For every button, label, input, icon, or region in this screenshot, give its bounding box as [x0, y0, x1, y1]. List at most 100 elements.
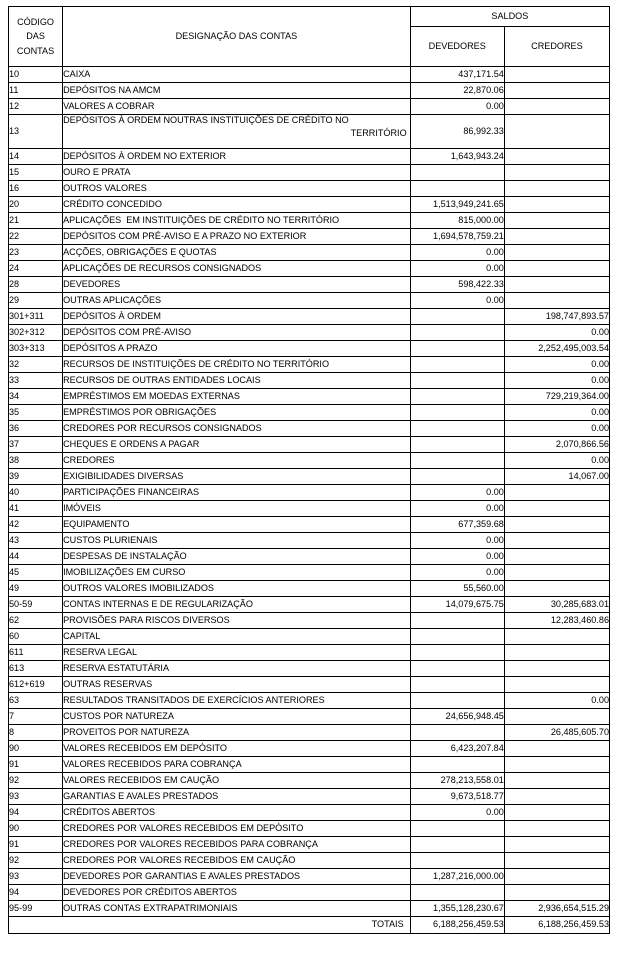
table-row: 34 EMPRÉSTIMOS EM MOEDAS EXTERNAS 729,219,… — [7, 388, 611, 405]
debit-amount — [409, 340, 505, 357]
table-row: 612+619 OUTRAS RESERVAS — [7, 676, 611, 693]
debit-amount — [409, 612, 505, 629]
account-code: 24 — [7, 260, 64, 277]
credit-amount — [503, 804, 611, 821]
account-code: 13 — [7, 114, 64, 149]
table-row: 20 CRÉDITO CONCEDIDO 1,513,949,241.65 — [7, 196, 611, 213]
account-code: 93 — [7, 868, 64, 885]
credit-amount — [503, 740, 611, 757]
table-footer: TOTAIS 6,188,256,459.53 6,188,256,459.53 — [8, 916, 611, 934]
account-code: 94 — [7, 804, 64, 821]
account-code: 37 — [7, 436, 64, 453]
account-description: ACÇÕES, OBRIGAÇÕES E QUOTAS — [62, 244, 411, 261]
table-row: 90 CREDORES POR VALORES RECEBIDOS EM DEPÓ… — [7, 820, 611, 837]
credit-amount: 0.00 — [503, 692, 611, 709]
debit-amount — [409, 644, 505, 661]
credit-amount — [503, 66, 611, 83]
debit-amount: 1,355,128,230.67 — [409, 900, 505, 917]
account-code: 15 — [7, 164, 64, 181]
debit-amount: 86,992.33 — [409, 114, 505, 149]
table-row: 22 DEPÓSITOS COM PRÉ-AVISO E A PRAZO NO E… — [7, 228, 611, 245]
account-description: VALORES RECEBIDOS EM DEPÓSITO — [62, 740, 411, 757]
account-code: 93 — [7, 788, 64, 805]
credit-amount — [503, 868, 611, 885]
credit-amount: 0.00 — [503, 324, 611, 341]
account-description: CAPITAL — [62, 628, 411, 645]
debit-amount — [409, 676, 505, 693]
table-row: 37 CHEQUES E ORDENS A PAGAR 2,070,866.56 — [7, 436, 611, 453]
account-code: 49 — [7, 580, 64, 597]
credit-amount — [503, 564, 611, 581]
credit-amount — [503, 180, 611, 197]
header-credores-column: CREDORES — [503, 26, 611, 67]
account-code: 38 — [7, 452, 64, 469]
account-description: CONTAS INTERNAS E DE REGULARIZAÇÃO — [62, 596, 411, 613]
credit-amount — [503, 260, 611, 277]
account-description: DEVEDORES — [62, 276, 411, 293]
credit-amount: 729,219,364.00 — [503, 388, 611, 405]
account-description: CRÉDITO CONCEDIDO — [62, 196, 411, 213]
table-row: 35 EMPRÉSTIMOS POR OBRIGAÇÕES 0.00 — [7, 404, 611, 421]
debit-amount: 0.00 — [409, 564, 505, 581]
debit-amount: 278,213,558.01 — [409, 772, 505, 789]
account-description: DEVEDORES POR CRÉDITOS ABERTOS — [62, 884, 411, 901]
account-description: IMOBILIZAÇÕES EM CURSO — [62, 564, 411, 581]
debit-amount: 677,359.68 — [409, 516, 505, 533]
credit-amount: 14,067.00 — [503, 468, 611, 485]
table-row: 11 DEPÓSITOS NA AMCM 22,870.06 — [7, 82, 611, 99]
debit-amount: 1,694,578,759.21 — [409, 228, 505, 245]
debit-amount: 0.00 — [409, 500, 505, 517]
account-code: 92 — [7, 772, 64, 789]
credit-amount — [503, 196, 611, 213]
table-row: 29 OUTRAS APLICAÇÕES 0.00 — [7, 292, 611, 309]
table-row: 39 EXIGIBILIDADES DIVERSAS 14,067.00 — [7, 468, 611, 485]
header-code-line3: CONTAS — [16, 45, 55, 56]
credit-amount — [503, 852, 611, 869]
header-description-column: DESIGNAÇÃO DAS CONTAS — [62, 6, 411, 67]
debit-amount — [409, 372, 505, 389]
account-description: DEPÓSITOS COM PRÉ-AVISO — [62, 324, 411, 341]
account-description: OUTRAS CONTAS EXTRAPATRIMONIAIS — [62, 900, 411, 917]
debit-amount: 55,560.00 — [409, 580, 505, 597]
table-row: 302+312 DEPÓSITOS COM PRÉ-AVISO 0.00 — [7, 324, 611, 341]
debit-amount: 598,422.33 — [409, 276, 505, 293]
account-code: 303+313 — [7, 340, 64, 357]
account-code: 60 — [7, 628, 64, 645]
table-row: 13 DEPÓSITOS À ORDEM NOUTRAS INSTITUIÇÕES… — [7, 114, 611, 149]
account-code: 611 — [7, 644, 64, 661]
account-code: 41 — [7, 500, 64, 517]
table-row: 93 DEVEDORES POR GARANTIAS E AVALES PREST… — [7, 868, 611, 885]
account-description: OUTROS VALORES — [62, 180, 411, 197]
account-description: EMPRÉSTIMOS EM MOEDAS EXTERNAS — [62, 388, 411, 405]
account-code: 62 — [7, 612, 64, 629]
table-row: 21 APLICAÇÕES EM INSTITUIÇÕES DE CRÉDITO … — [7, 212, 611, 229]
debit-amount — [409, 180, 505, 197]
account-description: EQUIPAMENTO — [62, 516, 411, 533]
account-description: RECURSOS DE INSTITUIÇÕES DE CRÉDITO NO T… — [62, 356, 411, 373]
credit-amount: 30,285,683.01 — [503, 596, 611, 613]
credit-amount — [503, 292, 611, 309]
table-row: 63 RESULTADOS TRANSITADOS DE EXERCÍCIOS A… — [7, 692, 611, 709]
account-description: OUTROS VALORES IMOBILIZADOS — [62, 580, 411, 597]
credit-amount: 26,485,605.70 — [503, 724, 611, 741]
debit-amount — [409, 164, 505, 181]
table-row: 94 CRÉDITOS ABERTOS 0.00 — [7, 804, 611, 821]
debit-amount: 24,656,948.45 — [409, 708, 505, 725]
header-code-line1: CÓDIGO — [17, 17, 54, 28]
account-code: 42 — [7, 516, 64, 533]
table-row: 91 CREDORES POR VALORES RECEBIDOS PARA CO… — [7, 836, 611, 853]
account-description: VALORES RECEBIDOS PARA COBRANÇA — [62, 756, 411, 773]
debit-amount: 437,171.54 — [409, 66, 505, 83]
debit-amount: 6,423,207.84 — [409, 740, 505, 757]
credit-amount — [503, 114, 611, 149]
credit-amount — [503, 548, 611, 565]
debit-amount: 0.00 — [409, 244, 505, 261]
account-code: 36 — [7, 420, 64, 437]
account-code: 7 — [7, 708, 64, 725]
credit-amount — [503, 708, 611, 725]
debit-amount: 1,513,949,241.65 — [409, 196, 505, 213]
account-description: DESPESAS DE INSTALAÇÃO — [62, 548, 411, 565]
debit-amount — [409, 420, 505, 437]
credit-amount — [503, 788, 611, 805]
account-code: 23 — [7, 244, 64, 261]
